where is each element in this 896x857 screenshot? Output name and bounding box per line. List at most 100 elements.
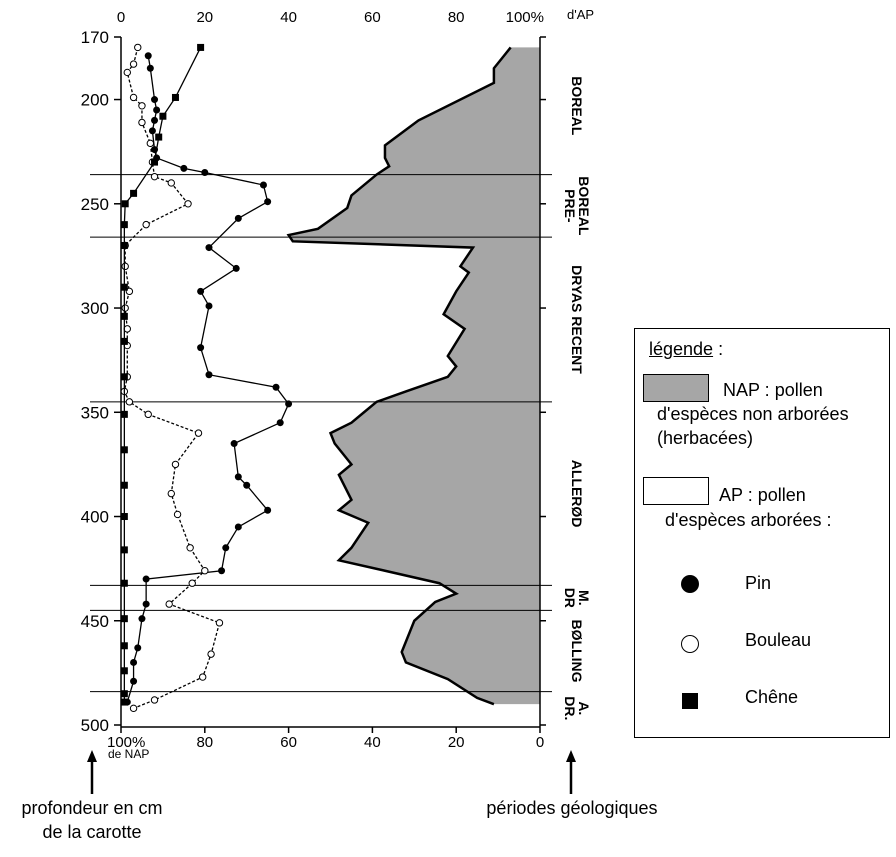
bouleau-point xyxy=(194,429,203,437)
period-label: DRYAS RECENT xyxy=(569,265,585,374)
depth-caption: profondeur en cm de la carotte xyxy=(4,796,180,844)
nap-area-layer xyxy=(286,46,540,706)
bouleau-point xyxy=(186,544,194,552)
bouleau-point xyxy=(129,60,138,68)
pin-point xyxy=(197,287,205,295)
chene-point xyxy=(120,312,128,320)
period-label: DR. xyxy=(562,696,578,720)
top-tick-label: 0 xyxy=(117,9,125,26)
chene-point xyxy=(120,241,128,249)
bouleau-point xyxy=(199,673,207,681)
pin-point xyxy=(234,523,242,531)
pin-point xyxy=(146,64,154,72)
pin-point xyxy=(197,344,205,352)
chene-marker-icon xyxy=(682,693,698,709)
chene-point xyxy=(120,337,128,345)
pin-point xyxy=(264,506,272,514)
pin-point xyxy=(130,658,138,666)
pin-point xyxy=(218,567,226,575)
chene-point xyxy=(120,698,128,706)
period-label: ALLERØD xyxy=(569,460,585,528)
ap-swatch xyxy=(643,477,709,505)
bouleau-point xyxy=(129,704,138,713)
bottom-tick-label: 40 xyxy=(364,734,381,751)
pin-point xyxy=(151,116,159,124)
bouleau-point xyxy=(188,579,196,587)
bouleau-point xyxy=(184,200,192,208)
pin-point xyxy=(222,544,230,552)
nap-label-2: d'espèces non arborées xyxy=(657,404,849,424)
pin-point xyxy=(230,440,238,448)
period-label: BOREAL xyxy=(576,176,592,236)
depth-arrow-head xyxy=(87,750,97,762)
bouleau-point xyxy=(167,489,175,498)
chene-point xyxy=(159,112,167,120)
bouleau-point xyxy=(123,325,131,333)
bouleau-point xyxy=(129,93,138,102)
depth-tick-label: 500 xyxy=(81,716,109,735)
bouleau-point xyxy=(165,600,173,608)
top-tick-label: 80 xyxy=(448,9,465,26)
bouleau-point xyxy=(134,43,142,52)
period-label: A. xyxy=(576,701,592,715)
bouleau-point xyxy=(215,619,224,627)
top-tick-label: 20 xyxy=(196,9,213,26)
depth-tick-label: 450 xyxy=(81,612,109,631)
pin-point xyxy=(264,198,272,206)
bottom-tick-label: 20 xyxy=(448,734,465,751)
series-line-bouleau xyxy=(123,47,221,709)
bottom-axis-unit: de NAP xyxy=(108,747,149,761)
depth-caption-line2: de la carotte xyxy=(42,822,142,842)
periods-caption: périodes géologiques xyxy=(486,798,658,818)
pin-point xyxy=(243,481,251,489)
bouleau-point xyxy=(167,179,175,187)
pin-point xyxy=(276,419,284,427)
pin-point xyxy=(142,575,150,583)
series-line-pin xyxy=(126,55,290,703)
pin-point xyxy=(272,383,280,391)
chene-point xyxy=(120,579,128,587)
chene-point xyxy=(120,615,128,623)
depth-tick-label: 200 xyxy=(81,91,109,110)
bouleau-point xyxy=(144,410,152,419)
period-boundary-lines xyxy=(90,174,552,693)
bottom-tick-label: 100% xyxy=(107,734,145,751)
bottom-tick-label: 60 xyxy=(280,734,297,751)
bouleau-point xyxy=(123,68,131,77)
pin-point xyxy=(130,677,138,685)
pin-point xyxy=(138,615,146,623)
chene-point xyxy=(120,481,128,489)
bouleau-point xyxy=(150,696,159,704)
chene-point xyxy=(171,93,179,101)
period-label: DR xyxy=(562,588,578,608)
depth-tick-label: 350 xyxy=(81,403,109,422)
chene-point xyxy=(120,373,128,381)
chene-point xyxy=(120,513,128,521)
bouleau-point xyxy=(150,172,159,181)
series-line-chêne xyxy=(123,47,202,703)
bouleau-point xyxy=(171,460,180,469)
periods-arrow-head xyxy=(566,750,576,762)
bouleau-point xyxy=(138,118,146,127)
pin-point xyxy=(205,302,213,310)
pin-label: Pin xyxy=(745,573,772,593)
chene-label: Chêne xyxy=(745,687,799,707)
bouleau-marker-icon xyxy=(681,635,699,653)
period-label: BOREAL xyxy=(569,76,585,136)
axes xyxy=(114,36,546,733)
bouleau-point xyxy=(125,398,134,406)
chene-point xyxy=(197,43,205,51)
pin-point xyxy=(153,106,161,114)
nap-label-3: (herbacées) xyxy=(657,428,754,448)
pin-point xyxy=(234,214,242,222)
pin-point xyxy=(201,169,209,177)
top-tick-label: 60 xyxy=(364,9,381,26)
chene-point xyxy=(120,283,128,291)
bouleau-point xyxy=(121,262,129,271)
chene-point xyxy=(121,200,129,208)
period-label: M. xyxy=(576,590,592,606)
bottom-tick-label: 0 xyxy=(536,734,544,751)
top-tick-label: 40 xyxy=(280,9,297,26)
chene-point xyxy=(151,158,159,166)
